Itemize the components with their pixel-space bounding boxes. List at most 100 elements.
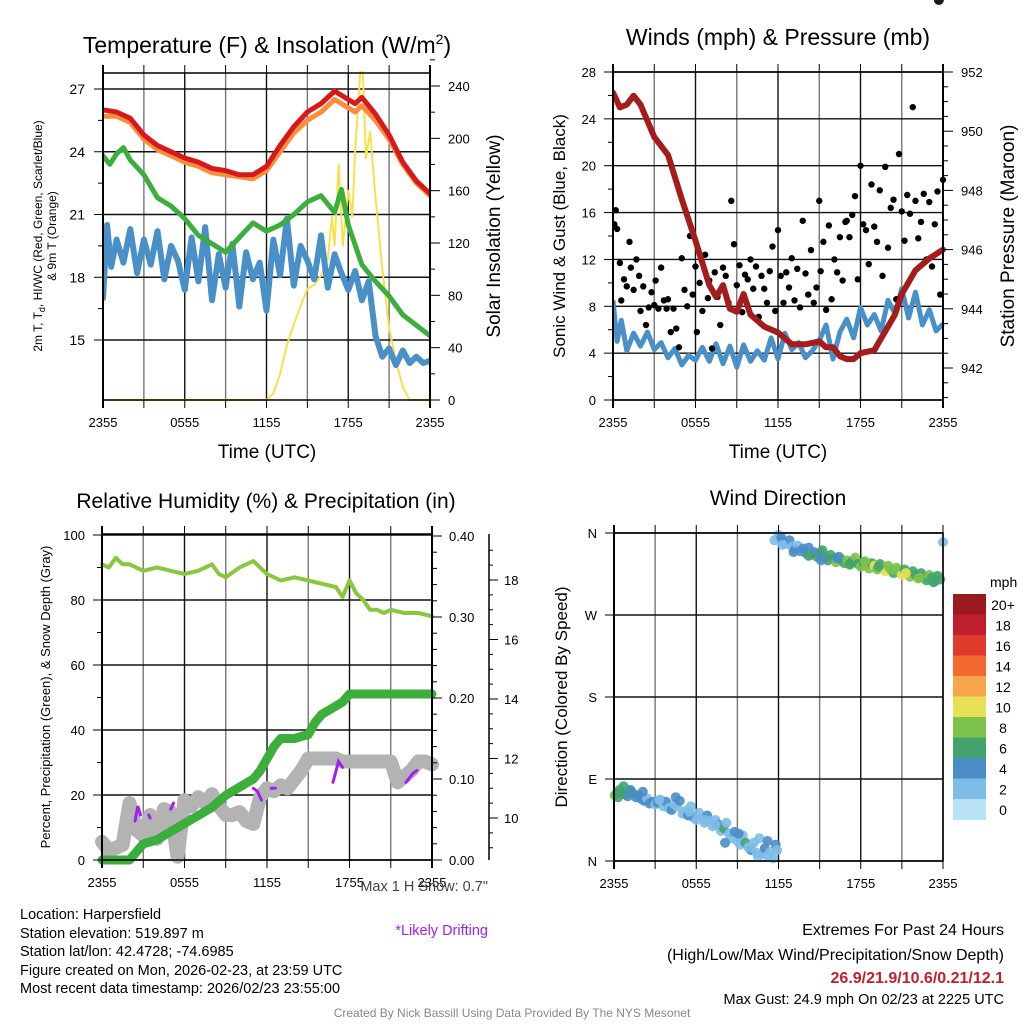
y2-tick-label: 946 (961, 243, 983, 258)
credit-line: Created By Nick Bassill Using Data Provi… (333, 1006, 691, 1020)
x-tick-label: 1755 (335, 875, 364, 890)
likely-drifting-annotation: *Likely Drifting (395, 923, 488, 939)
gust-point (613, 225, 621, 233)
gust-point (675, 344, 683, 351)
x-tick-label: 0555 (170, 875, 199, 890)
direction-point (832, 553, 843, 564)
gust-point (854, 276, 861, 283)
x-tick-label: 0555 (682, 876, 711, 891)
direction-point (788, 547, 799, 558)
gust-point (912, 197, 919, 205)
y-tick-label: 0 (589, 393, 596, 408)
y2-tick-label: 0 (448, 393, 455, 408)
extremes-panel: Extremes For Past 24 Hours (High/Low/Max… (667, 918, 1004, 1010)
drifting-segment (404, 768, 419, 784)
gust-point (744, 276, 751, 283)
wind-speed-colorbar: mph 20+ 18 16 14 12 10 8 6 4 2 0 (953, 574, 1017, 820)
y2-tick-label: 0.10 (449, 772, 474, 787)
gust-point (774, 226, 782, 234)
colorbar-swatch (953, 655, 986, 677)
temperature-chart: Temperature (F) & Insolation (W/m2) 2355… (31, 31, 505, 463)
gust-point (906, 210, 914, 217)
gust-point (752, 263, 760, 270)
gust-point (810, 299, 817, 306)
gust-point (664, 296, 672, 303)
pressure-y-axis-label: Station Pressure (Maroon) (998, 125, 1019, 348)
x-tick-label: 2355 (600, 876, 629, 891)
y-tick-label: 100 (63, 528, 85, 543)
drifting-segment (251, 786, 263, 802)
y2-tick-label: 160 (448, 184, 470, 199)
direction-point (721, 817, 732, 828)
gust-point (670, 305, 677, 312)
extremes-title: Extremes For Past 24 Hours (802, 922, 1004, 939)
direction-point (803, 550, 814, 561)
temperature-x-axis-label: Time (UTC) (218, 442, 317, 463)
y-tick-label: 60 (71, 658, 85, 673)
gust-point (904, 191, 911, 199)
gust-point (657, 264, 665, 271)
direction-point (873, 561, 884, 572)
colorbar-swatch (953, 799, 986, 820)
x-tick-label: 2355 (418, 875, 447, 890)
x-tick-label: 2355 (929, 415, 958, 430)
colorbar-label: 14 (995, 659, 1011, 675)
colorbar-swatch (953, 778, 986, 800)
y-tick-label: 40 (71, 723, 85, 738)
y-tick-label: S (588, 690, 597, 705)
gust-point (831, 256, 838, 263)
station-latlon: Station lat/lon: 42.4728; -74.6985 (20, 944, 234, 960)
gust-point (871, 223, 878, 230)
gust-point (788, 255, 795, 262)
station-elevation: Station elevation: 519.897 m (20, 925, 204, 942)
gust-point (673, 325, 680, 332)
gust-point (630, 286, 637, 294)
gust-point (766, 267, 773, 275)
drifting-segment (133, 805, 142, 823)
y2-tick-label: 120 (448, 236, 470, 251)
gust-point (917, 218, 925, 226)
gust-point (728, 197, 735, 205)
gust-point (884, 244, 892, 251)
y-tick-label: 20 (71, 788, 85, 803)
gust-point (817, 267, 824, 275)
insolation-y-axis-label: Solar Insolation (Yellow) (484, 134, 505, 337)
gust-point (843, 217, 850, 224)
direction-point (699, 815, 710, 825)
max-gust: Max Gust: 24.9 mph On 02/23 at 2225 UTC (723, 992, 1004, 1008)
gust-point (882, 163, 889, 171)
y-tick-label: W (585, 608, 598, 623)
gust-point (865, 260, 872, 268)
drifting-segment (147, 813, 152, 820)
y3-tick-label: 12 (504, 752, 518, 767)
direction-point (733, 828, 744, 839)
gust-point (645, 304, 652, 311)
x-tick-label: 1755 (334, 415, 363, 430)
y-tick-label: 8 (589, 299, 596, 314)
gust-point (937, 291, 944, 298)
gust-point (696, 279, 703, 287)
colorbar-label: 2 (999, 782, 1007, 798)
direction-point (762, 835, 773, 846)
y2-tick-label: 0.30 (449, 610, 474, 625)
direction-point (844, 558, 855, 569)
x-tick-label: 1155 (765, 876, 793, 891)
humidity-chart: Relative Humidity (%) & Precipitation (i… (38, 490, 518, 890)
x-tick-label: 1155 (253, 875, 281, 890)
x-tick-label: 1155 (253, 415, 281, 430)
gust-point (667, 328, 674, 336)
gust-point (805, 291, 812, 298)
gust-point (733, 282, 740, 289)
y2-tick-label: 200 (448, 131, 470, 146)
gust-point (704, 294, 712, 302)
gust-point (887, 204, 894, 212)
gust-point (730, 241, 738, 248)
gust-point (623, 283, 630, 290)
gust-point (846, 233, 853, 241)
y-tick-label: 21 (69, 207, 85, 223)
gust-point (868, 181, 875, 188)
gust-point (717, 321, 724, 329)
gust-point (931, 221, 938, 228)
y-tick-label: 16 (582, 206, 596, 221)
gust-point (836, 233, 844, 241)
